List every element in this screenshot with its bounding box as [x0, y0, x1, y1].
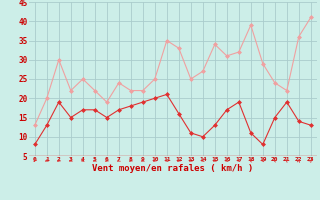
X-axis label: Vent moyen/en rafales ( km/h ): Vent moyen/en rafales ( km/h )	[92, 164, 253, 173]
